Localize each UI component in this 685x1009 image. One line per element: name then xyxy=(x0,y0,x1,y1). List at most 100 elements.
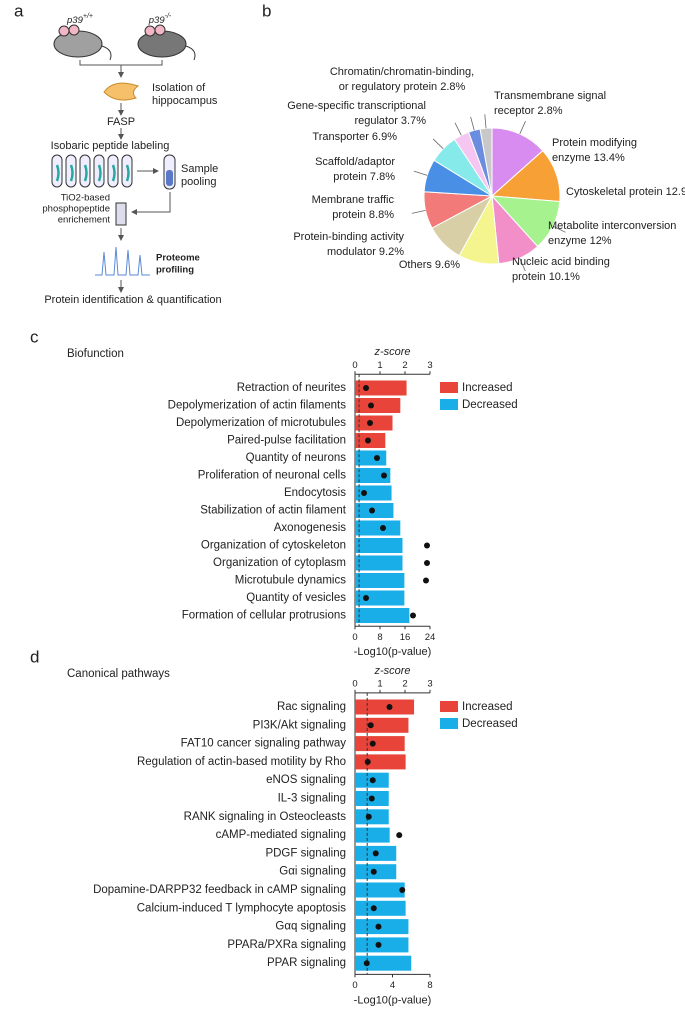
step-text: Sample xyxy=(181,163,218,175)
bar xyxy=(355,485,392,501)
z-score-dot xyxy=(370,868,377,875)
bar xyxy=(355,555,403,571)
step-text: hippocampus xyxy=(152,95,218,107)
x-tick-label: 8 xyxy=(427,980,432,991)
x-tick-label: 8 xyxy=(377,632,382,643)
z-score-dot xyxy=(367,420,373,426)
step-text: profiling xyxy=(156,265,194,276)
step-text: phosphopeptide xyxy=(42,204,110,215)
slice-label: enzyme 12% xyxy=(548,235,612,247)
z-score-dot xyxy=(365,437,371,444)
x2-tick-label: 2 xyxy=(402,678,407,689)
slice-label: Nucleic acid binding xyxy=(512,256,610,268)
x-tick-label: 24 xyxy=(425,632,436,643)
slice-label: protein 10.1% xyxy=(512,271,580,283)
pie-slice xyxy=(491,127,544,198)
z-score-dot xyxy=(363,385,369,391)
legend-swatch xyxy=(440,701,458,712)
leader-line xyxy=(519,120,526,135)
category-label: Dopamine-DARPP32 feedback in cAMP signal… xyxy=(93,884,346,896)
x2-tick-label: 0 xyxy=(352,678,357,689)
bar xyxy=(355,827,390,843)
slice-label: Membrane traffic xyxy=(312,194,395,206)
z-score-dot xyxy=(368,795,375,802)
step-text: TiO2-based xyxy=(61,193,110,204)
arrow xyxy=(79,60,163,77)
panel-label: d xyxy=(30,647,39,666)
leader-line xyxy=(411,210,426,214)
slice-label: Protein-binding activity xyxy=(293,231,404,243)
z-score-dot xyxy=(363,595,369,601)
category-label: Organization of cytoskeleton xyxy=(201,540,346,552)
bar xyxy=(355,717,409,733)
slice-label: Metabolite interconversion xyxy=(548,220,676,232)
slice-label: receptor 2.8% xyxy=(494,105,563,117)
step-text: Isolation of xyxy=(152,82,206,94)
category-label: cAMP-mediated signaling xyxy=(216,829,346,841)
category-label: Quantity of vesicles xyxy=(246,592,346,604)
legend-label: Decreased xyxy=(462,399,518,411)
x2-axis-label: z-score xyxy=(373,665,410,677)
bar xyxy=(355,882,405,898)
x-axis-label: -Log10(p-value) xyxy=(354,994,432,1006)
category-label: eNOS signaling xyxy=(266,774,346,786)
x2-tick-label: 3 xyxy=(427,678,432,689)
leader-line xyxy=(519,257,526,272)
bar xyxy=(355,900,406,916)
bar xyxy=(355,919,409,935)
legend-swatch xyxy=(440,382,458,393)
slice-label: Cytoskeletal protein 12.9% xyxy=(566,186,685,198)
x-tick-label: 0 xyxy=(352,632,357,643)
category-label: Calcium-induced T lymphocyte apoptosis xyxy=(137,902,346,914)
z-score-dot xyxy=(369,507,375,514)
x2-axis-label: z-score xyxy=(373,346,410,358)
bar xyxy=(355,520,401,536)
chart-title: Canonical pathways xyxy=(67,668,170,680)
z-score-dot xyxy=(367,722,374,729)
slice-label: protein 7.8% xyxy=(333,171,395,183)
slice-label: Scaffold/adaptor xyxy=(315,156,395,168)
z-score-dot xyxy=(364,758,371,765)
slice-label: modulator 9.2% xyxy=(327,246,404,258)
category-label: Gαi signaling xyxy=(279,866,346,878)
z-score-dot xyxy=(375,923,382,930)
category-label: Regulation of actin-based motility by Rh… xyxy=(137,756,346,768)
panel-label: b xyxy=(262,1,271,20)
category-label: IL-3 signaling xyxy=(278,793,346,805)
step-text: pooling xyxy=(181,176,216,188)
category-label: Paired-pulse facilitation xyxy=(227,435,346,447)
tubes xyxy=(51,154,176,190)
z-score-dot xyxy=(423,577,429,584)
pie-slice xyxy=(490,150,561,203)
category-label: Depolymerization of microtubules xyxy=(176,417,346,429)
bar xyxy=(355,468,391,483)
slice-label: Transmembrane signal xyxy=(494,90,606,102)
x2-tick-label: 1 xyxy=(377,360,382,371)
slice-label: Protein modifying xyxy=(552,137,637,149)
category-label: Depolymerization of actin filaments xyxy=(168,400,347,412)
bar xyxy=(355,573,405,588)
category-label: Axonogenesis xyxy=(274,522,346,534)
leader-line xyxy=(470,116,475,131)
z-score-dot xyxy=(424,560,430,566)
category-label: Organization of cytoplasm xyxy=(213,557,346,569)
step-text: Isobaric peptide labeling xyxy=(51,140,170,152)
category-label: Microtubule dynamics xyxy=(235,575,346,587)
z-score-dot xyxy=(363,960,370,967)
step-text: Proteome xyxy=(156,253,200,264)
slice-label: Others 9.6% xyxy=(399,259,460,271)
category-label: PDGF signaling xyxy=(265,847,346,859)
category-label: Quantity of neurons xyxy=(246,452,347,464)
z-score-dot xyxy=(370,905,377,912)
bar xyxy=(355,699,415,715)
z-score-dot xyxy=(396,832,403,839)
category-label: PI3K/Akt signaling xyxy=(253,719,346,731)
bar xyxy=(355,809,389,825)
bar xyxy=(355,754,406,770)
category-label: FAT10 cancer signaling pathway xyxy=(181,738,347,750)
category-label: Endocytosis xyxy=(284,487,346,499)
slice-label: protein 8.8% xyxy=(332,209,394,221)
bar xyxy=(355,380,407,396)
z-score-dot xyxy=(380,525,386,531)
